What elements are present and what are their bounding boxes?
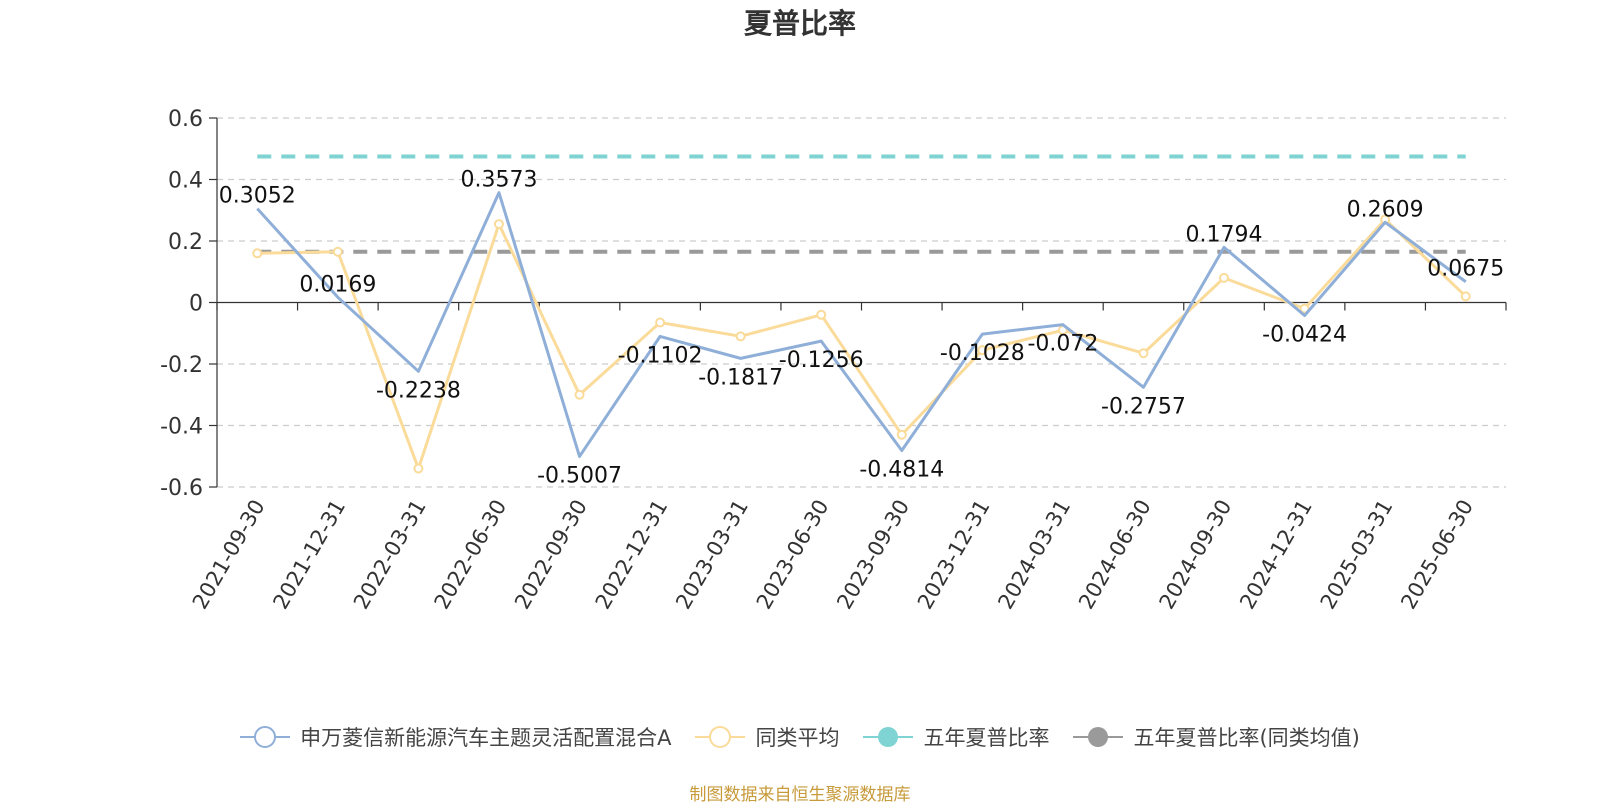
data-point — [655, 317, 666, 328]
x-tick-label: 2022-12-31 — [591, 496, 673, 614]
data-point — [574, 389, 585, 400]
data-label: 0.3052 — [219, 184, 296, 209]
legend-filled-circle-icon — [863, 727, 914, 747]
x-tick-label: 2022-03-31 — [349, 496, 431, 614]
data-label: -0.2757 — [1101, 394, 1186, 419]
y-tick-label: 0.2 — [168, 230, 203, 255]
x-tick-label: 2024-06-30 — [1074, 496, 1156, 614]
data-label: -0.0424 — [1262, 323, 1347, 348]
data-point — [816, 309, 827, 320]
legend-label-five-year-sharpe-peer: 五年夏普比率(同类均值) — [1133, 726, 1360, 750]
series-layer — [252, 191, 1471, 474]
data-label: -0.4814 — [859, 458, 944, 483]
x-tick-label: 2024-03-31 — [993, 496, 1075, 614]
series-line — [257, 217, 1467, 471]
legend-item-fund[interactable]: 申万菱信新能源汽车主题灵活配置混合A — [240, 722, 671, 752]
series-line — [256, 191, 1467, 458]
y-tick-label: 0 — [189, 292, 203, 317]
x-tick-label: 2024-09-30 — [1155, 496, 1237, 614]
data-point — [896, 429, 907, 440]
legend-label-peer-average: 同类平均 — [755, 726, 840, 750]
data-labels: 0.30520.0169-0.22380.3573-0.5007-0.1102-… — [219, 168, 1504, 489]
data-label: -0.1102 — [618, 343, 703, 368]
x-tick-label: 2023-12-31 — [913, 496, 995, 614]
data-point — [735, 331, 746, 342]
data-label: -0.1817 — [698, 365, 783, 390]
x-tick-label: 2024-12-31 — [1235, 496, 1317, 614]
x-tick-label: 2021-09-30 — [188, 496, 270, 614]
x-tick-label: 2021-12-31 — [268, 496, 350, 614]
data-label: -0.1256 — [779, 348, 864, 373]
data-point — [1460, 291, 1471, 302]
legend-label-fund: 申万菱信新能源汽车主题灵活配置混合A — [300, 726, 672, 750]
data-point — [1219, 272, 1230, 283]
data-label: 0.3573 — [460, 168, 537, 193]
x-tick-label: 2023-03-31 — [671, 496, 753, 614]
legend-item-five-year-sharpe[interactable]: 五年夏普比率 — [863, 722, 1049, 752]
data-point — [252, 248, 263, 259]
legend-filled-circle-icon — [1073, 727, 1124, 747]
chart-title: 夏普比率 — [743, 7, 856, 40]
x-tick-label: 2025-03-31 — [1316, 496, 1398, 614]
data-point — [1138, 348, 1149, 359]
y-tick-label: 0.4 — [168, 169, 203, 194]
data-label: 0.1794 — [1186, 222, 1263, 247]
legend-hollow-circle-icon — [695, 726, 746, 748]
source-note: 制图数据来自恒生聚源数据库 — [689, 785, 911, 805]
x-tick-label: 2022-09-30 — [510, 496, 592, 614]
legend-item-five-year-sharpe-peer[interactable]: 五年夏普比率(同类均值) — [1073, 722, 1360, 752]
data-label: -0.1028 — [940, 341, 1025, 366]
data-point — [493, 219, 504, 230]
reference-lines — [257, 154, 1466, 254]
data-label: -0.2238 — [376, 378, 461, 403]
line-chart: -0.6 -0.4 -0.2 0 0.2 0.4 0.6 2021-09-302021-12-… — [160, 107, 1507, 614]
data-label: -0.5007 — [537, 463, 622, 488]
y-tick-label: 0.6 — [168, 107, 203, 132]
legend: 申万菱信新能源汽车主题灵活配置混合A 同类平均 五年夏普比率 五年夏普比率(同类… — [0, 722, 1600, 752]
legend-item-peer-average[interactable]: 同类平均 — [695, 722, 839, 752]
legend-hollow-circle-icon — [240, 726, 291, 748]
data-point — [332, 246, 343, 257]
data-label: 0.0169 — [299, 272, 376, 297]
x-tick-label: 2025-06-30 — [1396, 496, 1478, 614]
data-label: -0.072 — [1027, 332, 1098, 357]
data-point — [977, 345, 988, 356]
x-tick-label: 2023-06-30 — [752, 496, 834, 614]
y-tick-label: -0.6 — [160, 476, 203, 501]
data-label: 0.2609 — [1347, 197, 1424, 222]
legend-label-five-year-sharpe: 五年夏普比率 — [923, 726, 1050, 750]
y-tick-label: -0.2 — [160, 353, 203, 378]
data-label: 0.0675 — [1427, 257, 1504, 282]
x-tick-label: 2022-06-30 — [429, 496, 511, 614]
x-tick-label: 2023-09-30 — [832, 496, 914, 614]
data-point — [413, 463, 424, 474]
y-tick-label: -0.4 — [160, 415, 203, 440]
